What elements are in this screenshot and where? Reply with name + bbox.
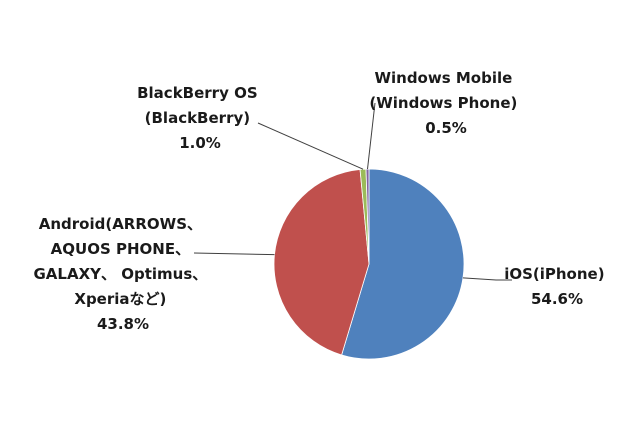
leader-line-android bbox=[193, 252, 275, 256]
slice-android bbox=[273, 168, 370, 356]
leader-line-ios bbox=[462, 277, 512, 281]
leader-line-windows-mobile bbox=[367, 102, 376, 170]
leader-line-blackberry bbox=[257, 122, 364, 170]
slice-label-ios: iOS(iPhone) 54.6% bbox=[504, 265, 610, 308]
slice-label-windows: Windows Mobile (Windows Phone) 0.5% bbox=[369, 69, 522, 137]
slice-ios bbox=[341, 168, 465, 360]
slice-label-android: Android(ARROWS、 AQUOS PHONE、 GALAXY、 Opt… bbox=[33, 215, 212, 333]
leader-lines bbox=[193, 102, 512, 281]
slice-windows-mobile bbox=[365, 168, 370, 265]
pie-slices bbox=[273, 168, 465, 360]
slice-label-blackberry: BlackBerry OS (BlackBerry) 1.0% bbox=[137, 84, 263, 152]
